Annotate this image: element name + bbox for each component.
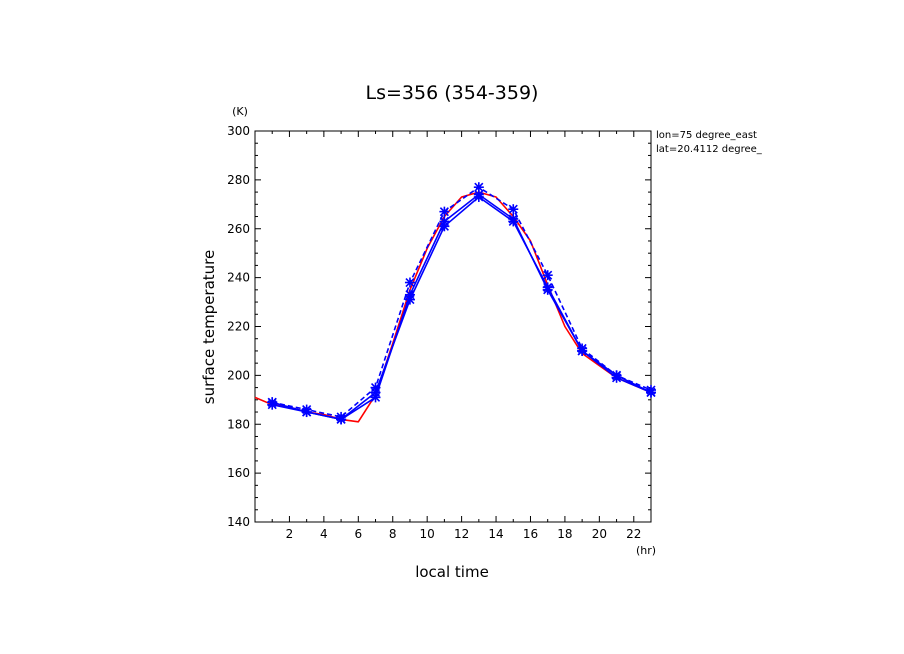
x-tick-label: 22 bbox=[626, 527, 641, 541]
series-3-point bbox=[404, 294, 415, 305]
axes: 2 4 6 8 10 12 14 16 18 20 22 140 160 180 200 220 240 260 2… bbox=[227, 124, 652, 541]
y-unit: (K) bbox=[232, 105, 248, 118]
series-3-point bbox=[508, 216, 519, 227]
series-4-point bbox=[267, 397, 278, 408]
series-4-point bbox=[542, 270, 553, 281]
x-tick-label: 12 bbox=[454, 527, 469, 541]
y-tick-label: 220 bbox=[227, 320, 250, 334]
series-4-point bbox=[439, 206, 450, 217]
series-4-point bbox=[336, 411, 347, 422]
series-4-point bbox=[473, 182, 484, 193]
x-tick-label: 4 bbox=[320, 527, 328, 541]
chart-title: Ls=356 (354-359) bbox=[366, 82, 539, 104]
series-4-point bbox=[508, 204, 519, 215]
series-4-point bbox=[577, 343, 588, 354]
series-1-line bbox=[254, 191, 652, 423]
series-3-point bbox=[439, 221, 450, 232]
y-tick-label: 180 bbox=[227, 417, 250, 431]
plot-frame bbox=[254, 130, 652, 523]
x-unit: (hr) bbox=[636, 544, 656, 557]
series-4-point bbox=[370, 382, 381, 393]
y-tick-label: 140 bbox=[227, 515, 250, 529]
x-tick-label: 18 bbox=[557, 527, 572, 541]
x-tick-label: 8 bbox=[389, 527, 397, 541]
y-tick-label: 240 bbox=[227, 271, 250, 285]
series-4-point bbox=[404, 277, 415, 288]
series-3-point bbox=[542, 282, 553, 293]
plot-area bbox=[254, 182, 656, 425]
series-3-point bbox=[473, 191, 484, 202]
series-4-point bbox=[611, 370, 622, 381]
annotation-lat: lat=20.4112 degree_ bbox=[656, 144, 763, 155]
series-4-line bbox=[272, 186, 652, 418]
x-axis-label: local time bbox=[415, 563, 489, 581]
x-tick-label: 10 bbox=[420, 527, 435, 541]
x-tick-label: 20 bbox=[592, 527, 607, 541]
series-2-line bbox=[271, 193, 652, 421]
y-axis-label: surface temperature bbox=[200, 250, 218, 405]
x-tick-label: 14 bbox=[488, 527, 503, 541]
y-tick-label: 280 bbox=[227, 173, 250, 187]
x-tick-label: 2 bbox=[286, 527, 294, 541]
x-tick-label: 16 bbox=[523, 527, 538, 541]
y-tick-label: 300 bbox=[227, 124, 250, 138]
x-tick-label: 6 bbox=[354, 527, 362, 541]
annotation-lon: lon=75 degree_east bbox=[656, 130, 757, 141]
y-tick-label: 260 bbox=[227, 222, 250, 236]
series-4-point bbox=[646, 385, 656, 396]
y-tick-label: 160 bbox=[227, 466, 250, 480]
series-4-point bbox=[301, 404, 312, 415]
y-tick-label: 200 bbox=[227, 368, 250, 382]
series-3-line bbox=[272, 196, 652, 421]
